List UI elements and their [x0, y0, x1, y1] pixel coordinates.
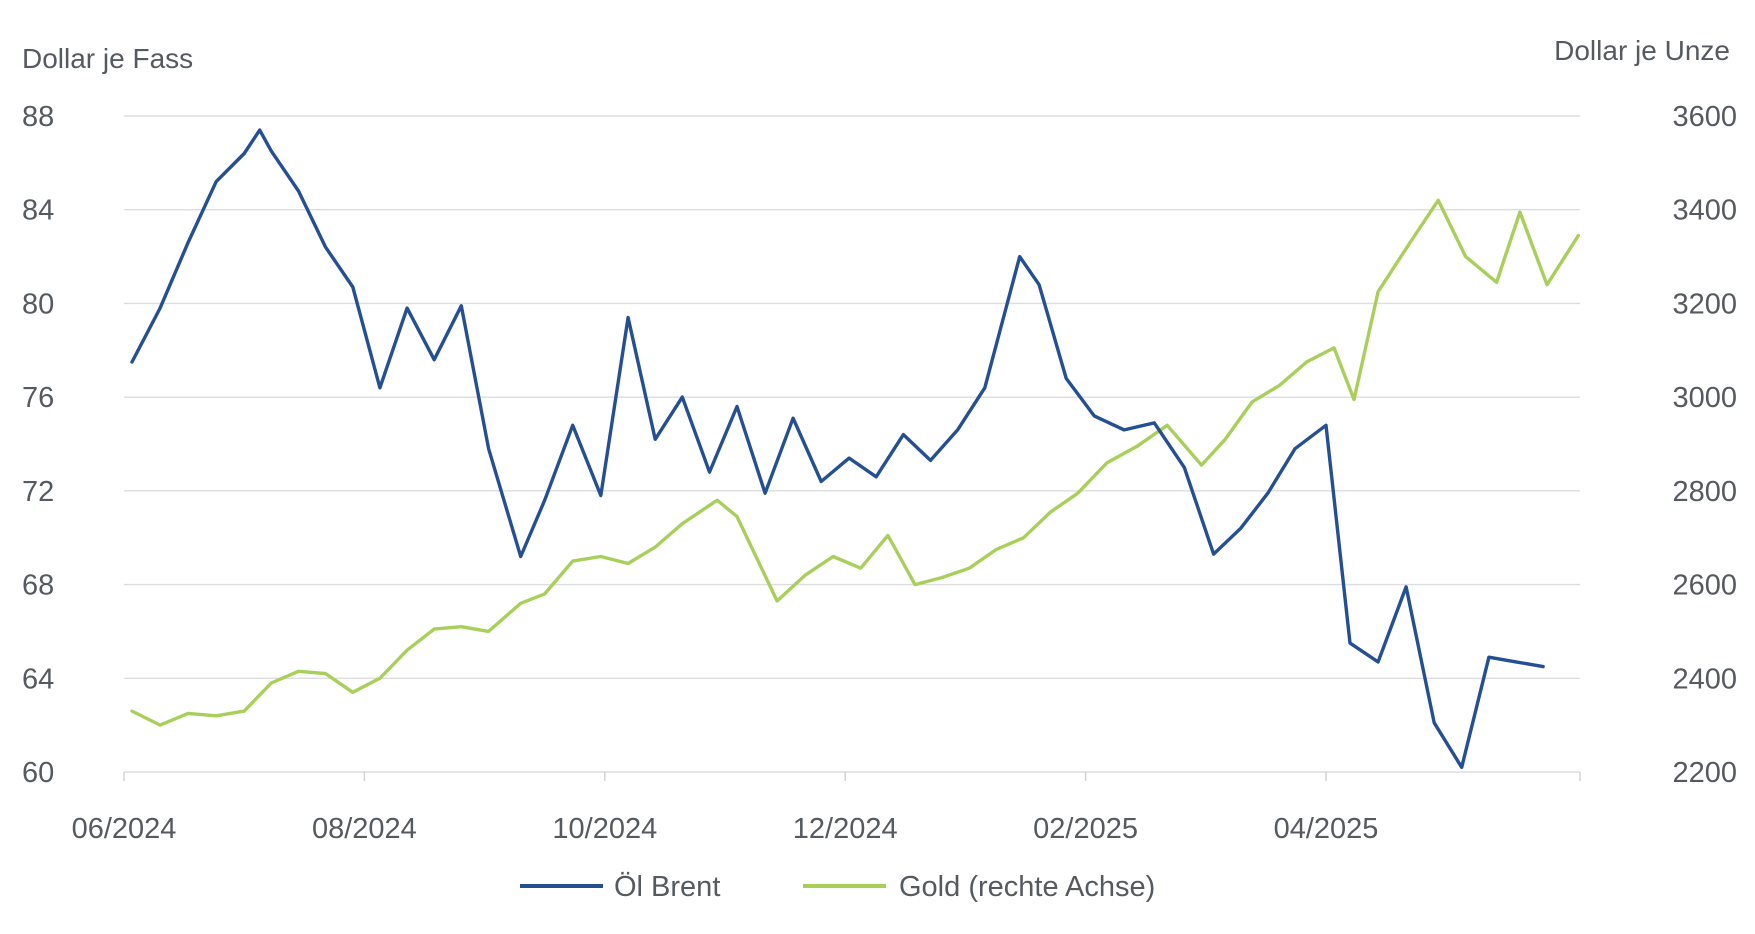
legend-label-oil-brent: Öl Brent	[614, 871, 720, 903]
x-tick-label: 02/2025	[1033, 813, 1138, 845]
left-axis-title: Dollar je Fass	[22, 43, 193, 74]
right-y-tick-label: 2600	[1672, 570, 1737, 602]
right-y-tick-label: 3600	[1672, 101, 1737, 133]
right-y-tick-label: 2400	[1672, 663, 1737, 695]
right-y-tick-label: 2200	[1672, 757, 1737, 789]
right-y-tick-label: 3000	[1672, 382, 1737, 414]
legend-label-gold: Gold (rechte Achse)	[899, 871, 1155, 903]
left-y-tick-label: 80	[22, 288, 54, 320]
left-y-axis: 88 84 80 76 72 68 64 60	[22, 101, 54, 789]
left-y-tick-label: 76	[22, 382, 54, 414]
right-y-tick-label: 2800	[1672, 476, 1737, 508]
left-y-tick-label: 68	[22, 570, 54, 602]
series-lines	[130, 128, 1581, 769]
right-y-tick-label: 3200	[1672, 288, 1737, 320]
grid-lines	[124, 115, 1580, 679]
x-tick-label: 10/2024	[552, 813, 657, 845]
x-tick-label: 08/2024	[312, 813, 417, 845]
x-tick-label: 12/2024	[793, 813, 898, 845]
x-tick-label: 06/2024	[72, 813, 177, 845]
left-y-tick-label: 72	[22, 476, 54, 508]
series-line-oil-brent	[130, 128, 1545, 769]
right-y-tick-label: 3400	[1672, 195, 1737, 227]
x-axis: 06/2024 08/2024 10/2024 12/2024 02/2025 04/20…	[72, 771, 1581, 845]
series-line-gold	[130, 198, 1581, 727]
left-y-tick-label: 88	[22, 101, 54, 133]
right-y-axis: 3600 3400 3200 3000 2800 2600 2400 2200	[1672, 101, 1737, 789]
left-y-tick-label: 84	[22, 195, 54, 227]
left-y-tick-label: 60	[22, 757, 54, 789]
legend: Öl Brent Gold (rechte Achse)	[520, 871, 1155, 903]
x-tick-label: 04/2025	[1274, 813, 1379, 845]
right-axis-title: Dollar je Unze	[1554, 35, 1730, 66]
left-y-tick-label: 64	[22, 663, 54, 695]
